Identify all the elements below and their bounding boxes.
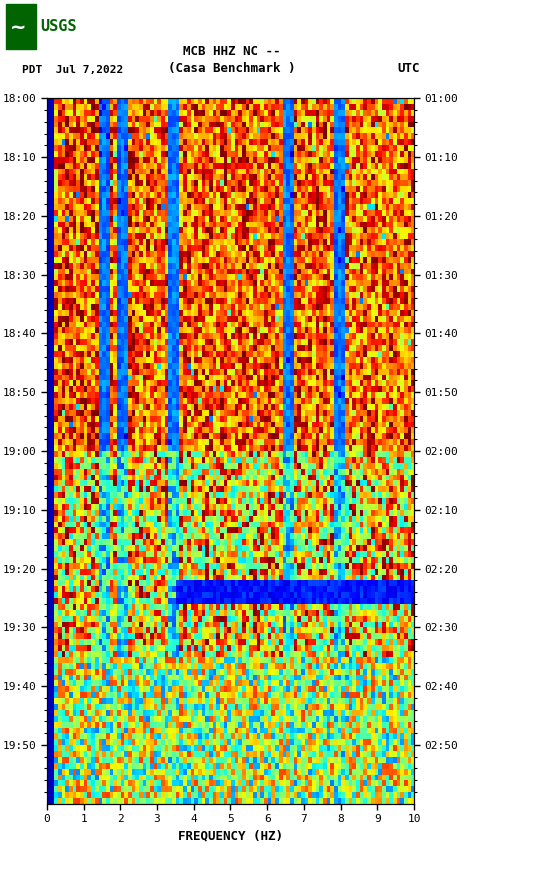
X-axis label: FREQUENCY (HZ): FREQUENCY (HZ) [178, 830, 283, 843]
Text: PDT  Jul 7,2022: PDT Jul 7,2022 [22, 65, 123, 75]
Text: USGS: USGS [40, 20, 77, 34]
Text: ~: ~ [10, 17, 26, 37]
Text: MCB HHZ NC --: MCB HHZ NC -- [183, 45, 280, 58]
Bar [6, 4, 36, 49]
Text: (Casa Benchmark ): (Casa Benchmark ) [168, 62, 295, 75]
Text: UTC: UTC [397, 62, 420, 75]
